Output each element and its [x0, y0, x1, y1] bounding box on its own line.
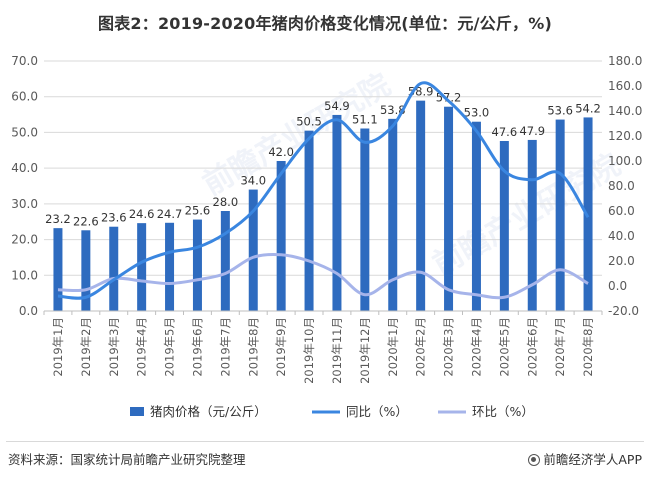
- y-left-tick-label: 40.0: [11, 161, 38, 175]
- x-tick-label: 2019年12月: [358, 317, 372, 384]
- x-tick-label: 2019年10月: [302, 317, 316, 384]
- bar-value-label: 54.2: [575, 101, 601, 115]
- bar-value-label: 47.9: [519, 124, 545, 138]
- bar-value-label: 54.9: [324, 99, 350, 113]
- x-tick-label: 2020年8月: [581, 317, 595, 377]
- brand-logo-icon: [528, 454, 541, 466]
- y-left-tick-label: 20.0: [11, 233, 38, 247]
- source-note: 资料来源：国家统计局前瞻产业研究院整理: [8, 452, 246, 467]
- bar-value-label: 28.0: [213, 195, 239, 209]
- bar: [276, 161, 286, 311]
- x-tick-label: 2020年7月: [553, 317, 567, 377]
- x-tick-label: 2020年3月: [442, 317, 456, 377]
- brand-credit: 前瞻经济学人APP: [528, 449, 642, 468]
- x-tick-label: 2019年9月: [274, 317, 288, 377]
- y-right-tick-label: 120.0: [608, 129, 642, 143]
- y-right-tick-label: 100.0: [608, 154, 642, 168]
- yoy-series-line: [57, 81, 590, 300]
- x-tick-label: 2020年1月: [386, 317, 400, 377]
- bar-value-label: 34.0: [240, 174, 266, 188]
- bar-value-label: 53.6: [547, 104, 573, 118]
- bar: [583, 117, 593, 311]
- chart-title: 图表2：2019-2020年猪肉价格变化情况(单位：元/公斤，%): [98, 14, 552, 33]
- bar: [220, 211, 230, 311]
- footer-divider: [6, 441, 644, 442]
- bar-value-label: 50.5: [296, 115, 322, 129]
- bar: [109, 226, 119, 311]
- bar-value-label: 51.1: [352, 113, 378, 127]
- y-right-tick-label: 160.0: [608, 79, 642, 93]
- x-tick-label: 2019年8月: [246, 317, 260, 377]
- bar: [304, 130, 314, 311]
- bar-value-label: 24.7: [157, 207, 183, 221]
- bar: [248, 189, 258, 311]
- x-tick-label: 2019年5月: [163, 317, 177, 377]
- bar-value-label: 42.0: [268, 145, 294, 159]
- y-left-tick-label: 0.0: [19, 304, 38, 318]
- x-tick-label: 2020年6月: [525, 317, 539, 377]
- y-right-tick-label: 20.0: [608, 254, 635, 268]
- bar: [471, 121, 481, 311]
- legend-swatch-bar: [130, 407, 144, 416]
- bar: [555, 119, 565, 311]
- y-left-tick-label: 10.0: [11, 268, 38, 282]
- bar-value-label: 23.6: [101, 211, 127, 225]
- x-tick-label: 2019年2月: [79, 317, 93, 377]
- bar-value-label: 23.2: [45, 212, 71, 226]
- bar: [499, 141, 509, 311]
- bar-value-label: 53.8: [380, 103, 406, 117]
- bar: [192, 219, 202, 311]
- bar: [444, 106, 454, 311]
- x-tick-label: 2020年2月: [414, 317, 428, 377]
- bar-value-label: 24.6: [129, 207, 155, 221]
- bar: [360, 128, 370, 311]
- bar: [137, 223, 147, 311]
- y-left-tick-label: 50.0: [11, 125, 38, 139]
- x-tick-label: 2019年4月: [135, 317, 149, 377]
- x-tick-label: 2019年6月: [190, 317, 204, 377]
- x-tick-label: 2020年5月: [497, 317, 511, 377]
- bar: [527, 139, 537, 311]
- mom-series-line: [57, 252, 589, 300]
- y-right-tick-label: -20.0: [608, 304, 639, 318]
- bar: [53, 228, 63, 311]
- y-right-tick-label: 140.0: [608, 104, 642, 118]
- bar-value-label: 47.6: [492, 125, 518, 139]
- legend-label-mom: 环比（%）: [472, 404, 534, 419]
- bar: [165, 222, 175, 311]
- y-right-tick-label: 60.0: [608, 204, 635, 218]
- x-tick-label: 2019年7月: [218, 317, 232, 377]
- combo-chart: 0.0 10.0 20.0 30.0 40.0 50.0 60.0 70.0 -20.0 0.0 2…: [11, 54, 642, 419]
- bar-value-label: 25.6: [185, 204, 211, 218]
- y-left-tick-label: 30.0: [11, 197, 38, 211]
- y-left-tick-label: 60.0: [11, 90, 38, 104]
- brand-name: 前瞻经济学人APP: [543, 452, 642, 467]
- x-tick-label: 2019年1月: [51, 317, 65, 377]
- legend-label-bar: 猪肉价格（元/公斤）: [150, 404, 267, 419]
- x-tick-label: 2019年3月: [107, 317, 121, 377]
- x-tick-label: 2020年4月: [469, 317, 483, 377]
- y-right-tick-label: 0.0: [608, 279, 627, 293]
- bar: [81, 230, 91, 311]
- legend-label-yoy: 同比（%）: [346, 404, 408, 419]
- y-right-tick-label: 80.0: [608, 179, 635, 193]
- bar: [332, 114, 342, 311]
- y-right-tick-label: 40.0: [608, 229, 635, 243]
- bar-value-label: 53.0: [464, 106, 490, 120]
- bar: [388, 118, 398, 311]
- bar: [416, 100, 426, 312]
- bar-value-label: 22.6: [73, 214, 99, 228]
- y-right-tick-label: 180.0: [608, 54, 642, 68]
- x-tick-label: 2019年11月: [330, 317, 344, 384]
- y-left-tick-label: 70.0: [11, 54, 38, 68]
